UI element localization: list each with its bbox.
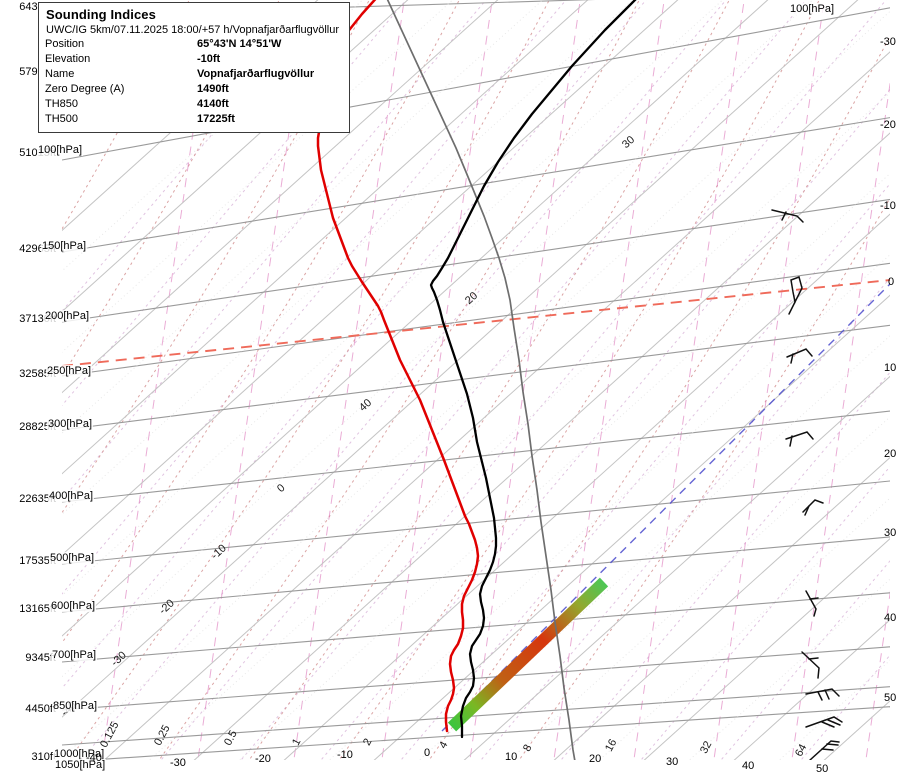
pressure-label-1050: 1050[hPa]	[54, 759, 107, 771]
altitude-label-22635: 22635ft	[19, 493, 56, 505]
temp-axis-right-minus30: -30	[880, 36, 896, 48]
info-row-elevation: Elevation -10ft	[45, 52, 343, 67]
pressure-label-250: 250[hPa]	[46, 365, 93, 377]
info-label-th500: TH500	[45, 113, 79, 125]
temp-axis-bottom-minus30: -30	[170, 757, 186, 769]
info-box-title: Sounding Indices	[46, 7, 156, 22]
info-label-position: Position	[45, 38, 85, 50]
info-value-th500: 17225ft	[197, 113, 235, 125]
altitude-label-13165: 13165ft	[19, 603, 56, 615]
temp-axis-bottom-minus10: -10	[337, 749, 353, 761]
pressure-label-850: 850[hPa]	[52, 700, 99, 712]
temp-axis-bottom-40: 40	[742, 760, 755, 772]
temp-axis-bottom-30: 30	[666, 756, 679, 768]
temp-axis-right-30: 30	[884, 527, 897, 539]
wind-barb	[802, 499, 824, 516]
info-box-subtitle: UWC/IG 5km/07.11.2025 18:00/+57 h/Vopnaf…	[46, 24, 339, 36]
wind-barb	[801, 651, 820, 679]
altitude-label-4450: 4450ft	[25, 703, 56, 715]
temp-axis-right-10: 10	[884, 362, 897, 374]
zero-degree-isotherm	[62, 279, 890, 367]
temp-axis-bottom-minus40: -40	[86, 752, 102, 764]
temp-axis-right-minus20: -20	[880, 119, 896, 131]
temp-axis-right-0: 0	[888, 276, 895, 288]
info-row-name: Name Vopnafjarðarflugvöllur	[45, 67, 343, 82]
altitude-label-9345: 9345ft	[25, 652, 56, 664]
info-row-zero-degree: Zero Degree (A) 1490ft	[45, 82, 343, 97]
sounding-indices-box: Sounding Indices UWC/IG 5km/07.11.2025 1…	[38, 2, 350, 133]
temp-axis-right-50: 50	[884, 692, 897, 704]
temp-axis-bottom-0: 0	[424, 747, 431, 759]
altitude-label-17535: 17535ft	[19, 555, 56, 567]
info-label-elevation: Elevation	[45, 53, 91, 65]
shear-reference-line	[441, 283, 890, 732]
temp-axis-bottom-50: 50	[816, 763, 829, 773]
info-label-th850: TH850	[45, 98, 79, 110]
cape-gradient-bar	[447, 577, 609, 732]
isobar-lines	[62, 0, 890, 760]
wind-barb	[786, 348, 813, 364]
wind-barb	[809, 740, 840, 760]
info-value-th850: 4140ft	[197, 98, 229, 110]
info-value-position: 65°43'N 14°51'W	[197, 38, 282, 50]
info-value-name: Vopnafjarðarflugvöllur	[197, 68, 315, 80]
info-row-position: Position 65°43'N 14°51'W	[45, 37, 343, 52]
pressure-label-top-right: 100[hPa]	[789, 3, 836, 15]
info-label-zero-degree: Zero Degree (A)	[45, 83, 125, 95]
info-value-elevation: -10ft	[197, 53, 221, 65]
pressure-label-500: 500[hPa]	[49, 552, 96, 564]
pressure-label-300: 300[hPa]	[47, 418, 94, 430]
pressure-label-200: 200[hPa]	[44, 310, 91, 322]
pressure-label-100: 100[hPa]	[37, 144, 84, 156]
info-label-name: Name	[45, 68, 75, 80]
wind-barb	[805, 716, 843, 728]
info-row-th850: TH850 4140ft	[45, 97, 343, 112]
info-value-zero-degree: 1490ft	[197, 83, 229, 95]
mixing-ratio-lines	[101, 0, 890, 760]
wind-barb	[771, 209, 804, 223]
temp-axis-right-40: 40	[884, 612, 897, 624]
pressure-label-700: 700[hPa]	[51, 649, 98, 661]
wind-barb	[805, 590, 819, 617]
temp-axis-right-20: 20	[884, 448, 897, 460]
parcel-ascent-curve	[386, 0, 576, 760]
wind-barb-group	[771, 209, 843, 760]
wind-barb	[805, 688, 840, 701]
temp-axis-bottom-minus20: -20	[255, 753, 271, 765]
pressure-label-150: 150[hPa]	[41, 240, 88, 252]
wind-barb	[788, 276, 803, 315]
temp-axis-bottom-10: 10	[505, 751, 518, 763]
altitude-label-310: 310ft	[31, 751, 56, 763]
pressure-label-400: 400[hPa]	[48, 490, 95, 502]
temp-axis-bottom-20: 20	[589, 753, 602, 765]
altitude-label-28825: 28825ft	[19, 421, 56, 433]
info-row-th500: TH500 17225ft	[45, 112, 343, 127]
temperature-curve	[429, 0, 637, 739]
wind-barb	[785, 431, 814, 447]
temp-axis-right-minus10: -10	[880, 200, 896, 212]
pressure-label-600: 600[hPa]	[50, 600, 97, 612]
pressure-label-1000: 1000[hPa]	[53, 748, 106, 760]
